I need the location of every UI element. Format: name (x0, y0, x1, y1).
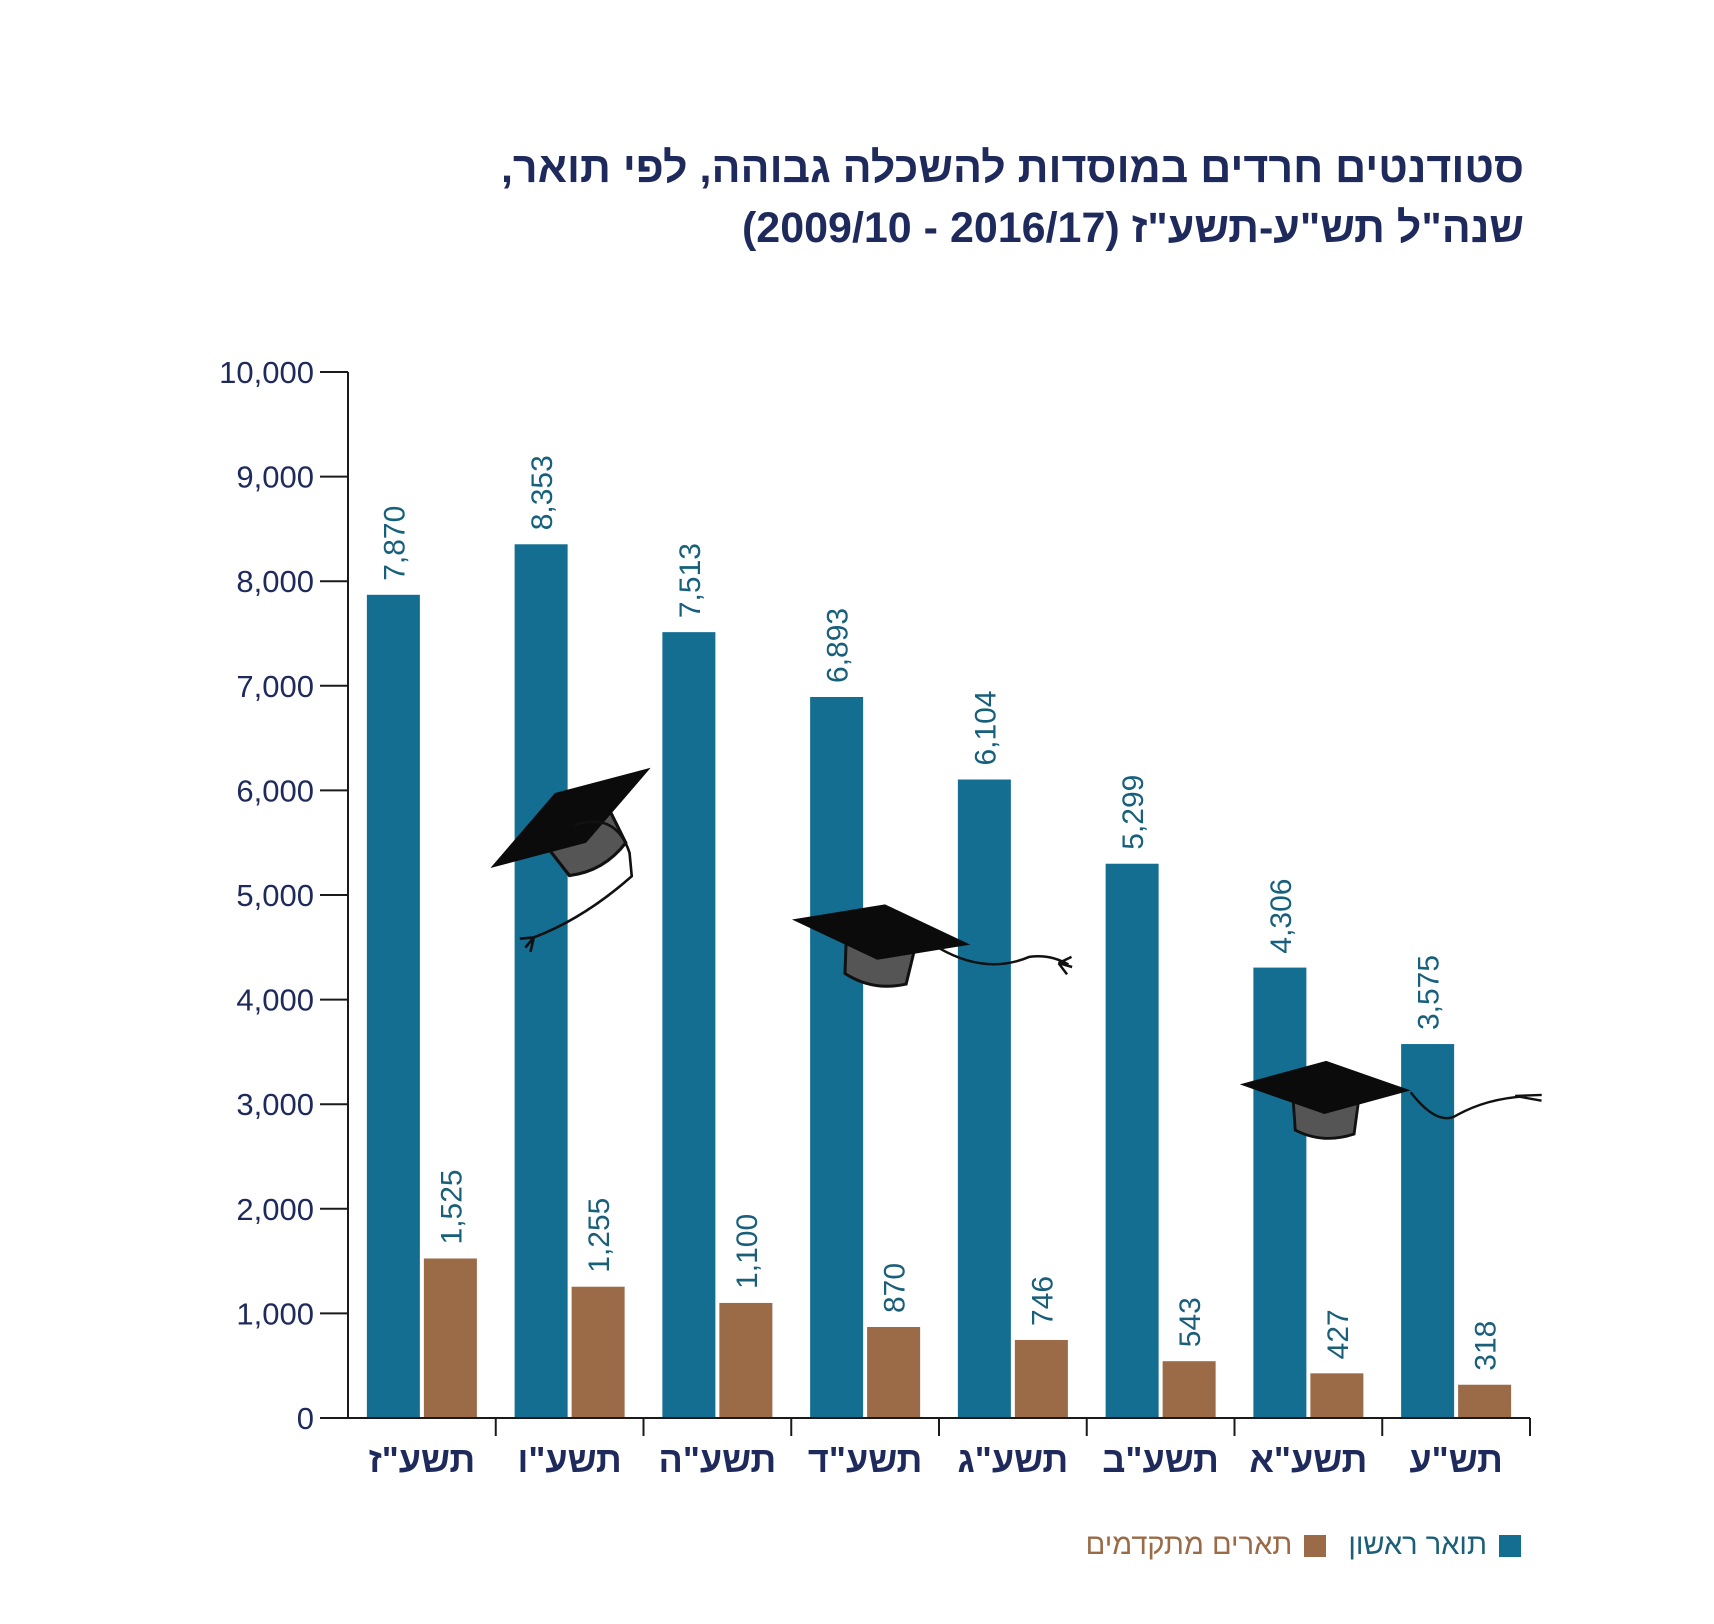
x-tick-label: תשע"ו (517, 1439, 621, 1480)
data-label-first-degree: 8,353 (526, 455, 559, 530)
x-tick-label: תשע"ג (958, 1439, 1069, 1480)
data-label-advanced-degrees: 1,255 (583, 1198, 616, 1273)
x-tick-label: תשע"א (1249, 1439, 1367, 1480)
bar-first-degree (662, 632, 716, 1418)
bar-advanced-degrees (1014, 1339, 1068, 1418)
data-label-first-degree: 3,575 (1413, 955, 1446, 1030)
data-label-advanced-degrees: 870 (879, 1263, 912, 1313)
bar-first-degree (514, 544, 568, 1418)
x-tick-label: תשע"ז (369, 1439, 476, 1480)
legend-label-advanced-degrees: תארים מתקדמים (1085, 1529, 1293, 1561)
data-label-advanced-degrees: 1,525 (435, 1169, 468, 1244)
graduation-cap-icon (791, 904, 1073, 988)
data-label-first-degree: 6,104 (969, 690, 1002, 765)
x-tick-label: תשע"ב (1102, 1439, 1218, 1480)
bar-first-degree (957, 779, 1011, 1418)
x-tick-label: תשע"ד (808, 1439, 922, 1480)
bar-advanced-degrees (1310, 1373, 1364, 1418)
y-tick-label: 8,000 (236, 564, 314, 599)
legend-item-first-degree: תואר ראשון (1348, 1529, 1521, 1562)
y-tick-label: 1,000 (236, 1296, 314, 1331)
y-tick-label: 5,000 (236, 878, 314, 913)
chart-title: סטודנטים חרדים במוסדות להשכלה גבוהה, לפי… (324, 138, 1524, 258)
axes-layer: 0 1,000 2,000 3,000 4,000 5,000 6,000 7,000 8,00… (219, 355, 1531, 1480)
bar-first-degree (1253, 967, 1307, 1418)
data-label-first-degree: 4,306 (1265, 879, 1298, 954)
y-tick-label: 2,000 (236, 1192, 314, 1227)
y-tick-label: 0 (297, 1401, 314, 1436)
data-label-advanced-degrees: 543 (1174, 1297, 1207, 1347)
legend-label-first-degree: תואר ראשון (1348, 1529, 1487, 1561)
bar-first-degree (810, 696, 864, 1418)
data-label-advanced-degrees: 318 (1470, 1321, 1503, 1371)
y-tick-label: 3,000 (236, 1087, 314, 1122)
bar-advanced-degrees (1162, 1361, 1216, 1418)
data-label-advanced-degrees: 427 (1322, 1309, 1355, 1359)
bar-advanced-degrees (719, 1302, 773, 1418)
y-tick-label: 6,000 (236, 773, 314, 808)
graduation-cap-icon (1239, 1060, 1542, 1140)
legend-swatch-first-degree (1499, 1534, 1521, 1557)
data-label-first-degree: 6,893 (822, 608, 855, 683)
data-label-first-degree: 7,513 (674, 543, 707, 618)
chart-title-line-2: שנה"ל תש"ע-תשע"ז (2016/17 - 2009/10) (741, 204, 1524, 252)
bar-first-degree (366, 594, 420, 1418)
bar-advanced-degrees (867, 1326, 921, 1418)
bar-first-degree (1105, 863, 1159, 1418)
y-tick-label: 7,000 (236, 669, 314, 704)
data-label-advanced-degrees: 746 (1026, 1276, 1059, 1326)
x-tick-label: תש"ע (1409, 1439, 1502, 1480)
data-label-advanced-degrees: 1,100 (731, 1214, 764, 1289)
bar-advanced-degrees (571, 1286, 625, 1418)
decoration-front-layer (490, 767, 1542, 1140)
x-tick-label: תשע"ה (658, 1439, 776, 1480)
data-label-first-degree: 7,870 (378, 506, 411, 581)
legend-item-advanced-degrees: תארים מתקדמים (1086, 1529, 1327, 1562)
legend-swatch-advanced-degrees (1304, 1534, 1327, 1557)
bar-advanced-degrees (423, 1258, 477, 1418)
y-tick-label: 4,000 (236, 983, 314, 1018)
bars-layer: 7,870 8,353 7,513 6,893 6,104 5,299 4,306 3,575… (366, 455, 1512, 1418)
bar-first-degree (1401, 1044, 1455, 1418)
y-tick-label: 10,000 (219, 355, 314, 390)
chart-title-line-1: סטודנטים חרדים במוסדות להשכלה גבוהה, לפי… (500, 144, 1524, 192)
y-tick-label: 9,000 (236, 460, 314, 495)
legend: תואר ראשון תארים מתקדמים (1064, 1529, 1521, 1562)
data-label-first-degree: 5,299 (1117, 775, 1150, 850)
graduation-cap-icon (490, 767, 651, 953)
bar-advanced-degrees (1458, 1384, 1512, 1418)
